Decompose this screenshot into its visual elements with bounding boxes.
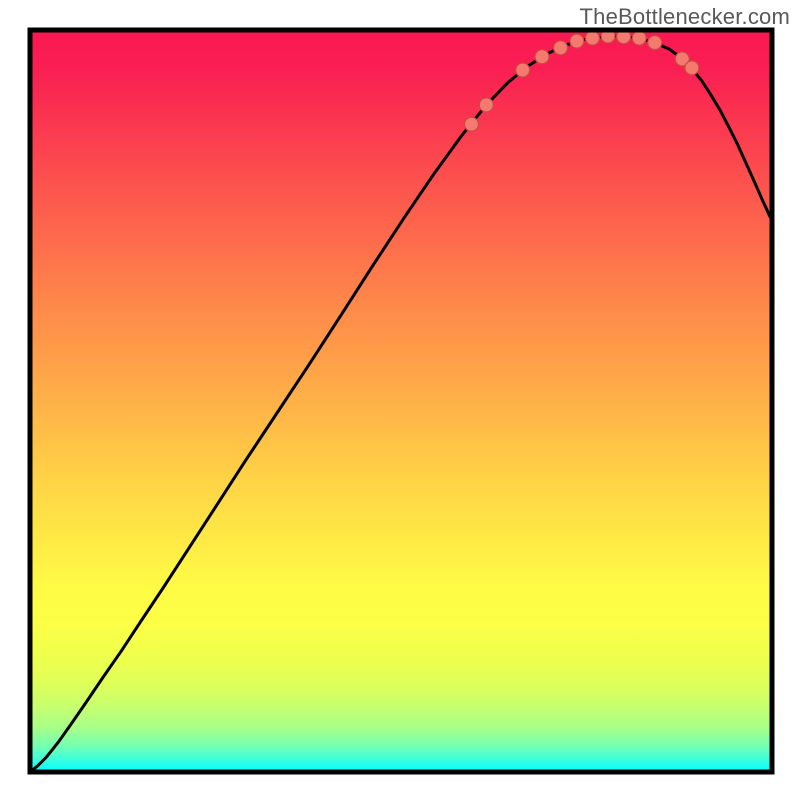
marker-point xyxy=(570,34,584,48)
marker-point xyxy=(632,31,646,45)
marker-point xyxy=(516,63,530,77)
marker-point xyxy=(479,98,493,112)
bottleneck-chart xyxy=(0,0,800,800)
marker-point xyxy=(585,31,599,45)
marker-point xyxy=(535,50,549,64)
watermark-text: TheBottlenecker.com xyxy=(580,4,790,30)
marker-point xyxy=(648,36,662,50)
marker-point xyxy=(554,41,568,55)
marker-point xyxy=(464,117,478,131)
gradient-background xyxy=(30,30,772,772)
chart-container: TheBottlenecker.com xyxy=(0,0,800,800)
marker-point xyxy=(685,61,699,75)
